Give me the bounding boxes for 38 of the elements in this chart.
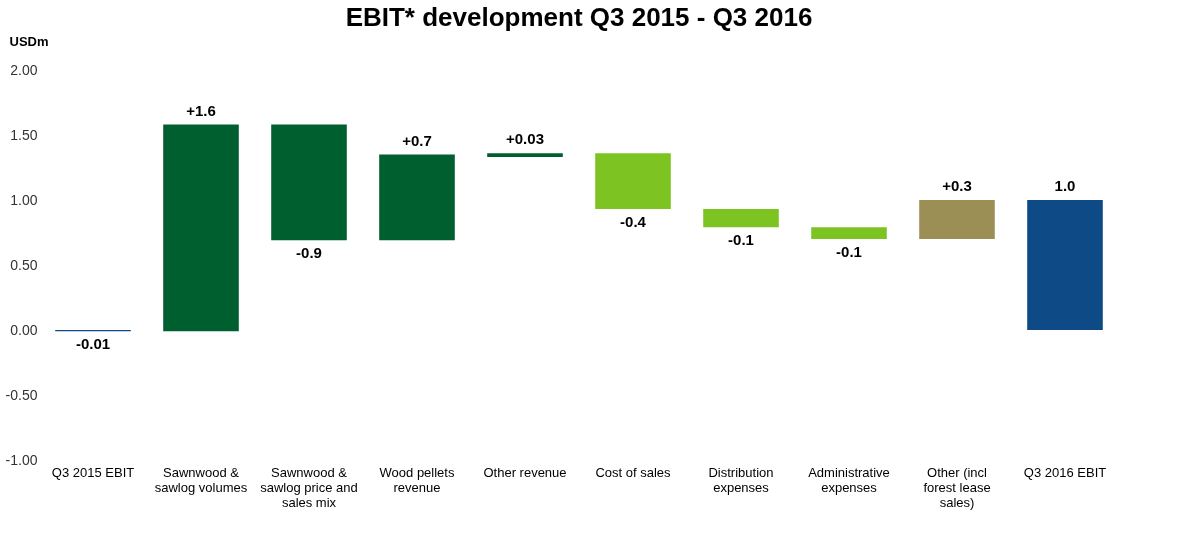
data-label: -0.01 bbox=[75, 335, 111, 353]
x-tick-label: Other revenue bbox=[483, 464, 567, 480]
y-tick-label: 1.00 bbox=[10, 191, 38, 208]
bar bbox=[163, 124, 239, 332]
chart-title: EBIT* development Q3 2015 - Q3 2016 bbox=[345, 2, 813, 32]
data-label: 1.0 bbox=[1054, 177, 1076, 194]
data-label: +0.7 bbox=[402, 131, 432, 149]
x-tick-label: Sawnwood & sawlog volumes bbox=[154, 464, 248, 495]
y-tick-label: 0.00 bbox=[10, 321, 38, 338]
x-tick-label: Wood pellets revenue bbox=[379, 464, 455, 495]
x-tick-label: Q3 2016 EBIT bbox=[1023, 464, 1107, 480]
data-label: -0.4 bbox=[620, 213, 647, 231]
bar bbox=[919, 200, 995, 239]
x-tick-label: Other (incl forest lease sales) bbox=[923, 464, 991, 510]
y-tick-label: -0.50 bbox=[5, 386, 38, 403]
y-tick-label: 2.00 bbox=[10, 61, 38, 78]
y-tick-label: 1.50 bbox=[10, 126, 38, 143]
bar bbox=[271, 124, 347, 241]
data-label: +0.3 bbox=[942, 177, 972, 194]
x-tick-label: Sawnwood & sawlog price and sales mix bbox=[260, 464, 358, 510]
data-label: +0.03 bbox=[506, 130, 544, 148]
data-label: -0.9 bbox=[296, 244, 322, 262]
x-tick-label: Distribution expenses bbox=[708, 464, 774, 495]
bar bbox=[811, 227, 887, 239]
bar bbox=[703, 209, 779, 228]
data-label: -0.1 bbox=[728, 231, 754, 249]
data-label: -0.1 bbox=[836, 243, 862, 260]
y-tick-label: 0.50 bbox=[10, 256, 38, 273]
y-axis-title: USDm bbox=[9, 33, 49, 49]
bar bbox=[487, 153, 563, 158]
y-tick-label: -1.00 bbox=[5, 451, 38, 468]
x-tick-label: Cost of sales bbox=[595, 464, 672, 480]
bar bbox=[379, 154, 455, 241]
data-label: +1.6 bbox=[186, 101, 216, 119]
bar bbox=[1027, 200, 1103, 330]
x-tick-label: Administrative expenses bbox=[808, 464, 890, 495]
x-tick-label: Q3 2015 EBIT bbox=[51, 464, 135, 480]
bar bbox=[595, 153, 671, 210]
